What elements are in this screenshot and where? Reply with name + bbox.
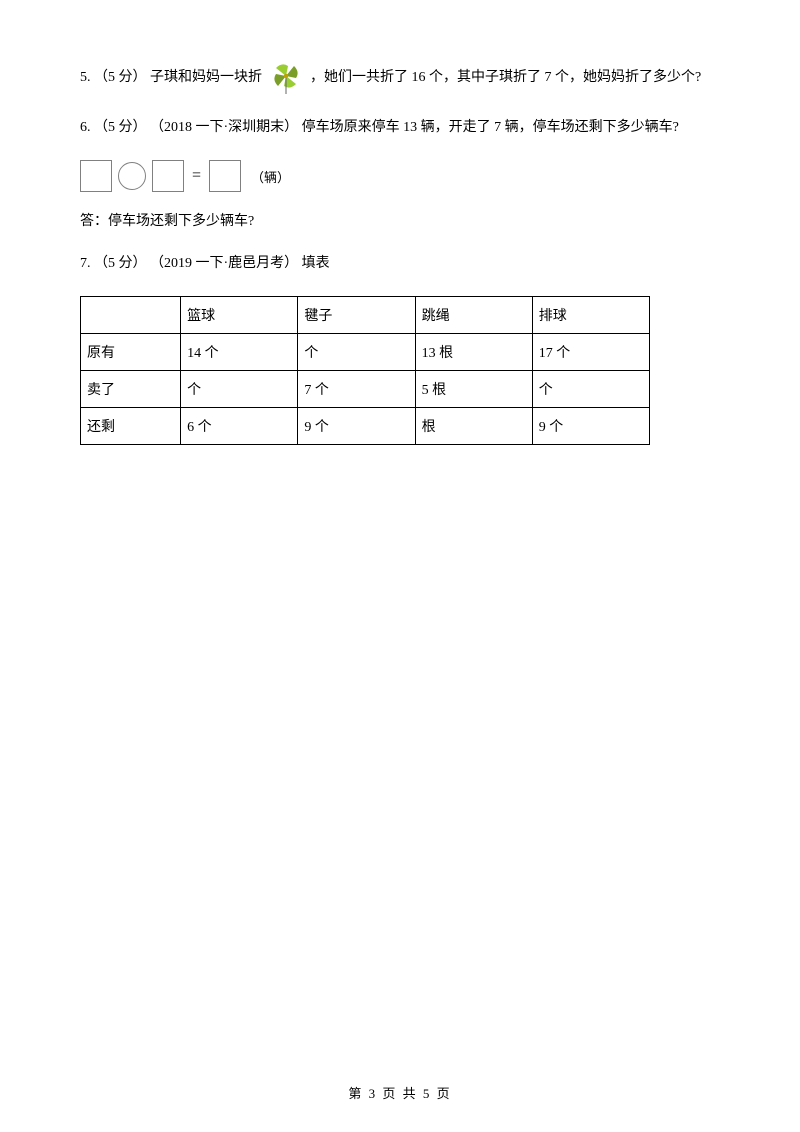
answer-line: 答：停车场还剩下多少辆车? [80,210,720,230]
header-blank [81,297,181,334]
table-header-row: 篮球 毽子 跳绳 排球 [81,297,650,334]
q6-source: （2018 一下·深圳期末） [150,120,298,135]
table-row: 卖了 个 7 个 5 根 个 [81,371,650,408]
table-row: 还剩 6 个 9 个 根 9 个 [81,408,650,445]
unit-label: （辆） [251,167,290,186]
q7-points: （5 分） [94,256,147,271]
q6-text: 停车场原来停车 13 辆，开走了 7 辆，停车场还剩下多少辆车? [302,120,679,135]
cell: 6 个 [181,408,298,445]
q6-number: 6. [80,120,91,135]
cell: 14 个 [181,334,298,371]
row-label: 还剩 [81,408,181,445]
equation-row: = （辆） [80,160,720,192]
blank-box-3[interactable] [209,160,241,192]
question-5: 5. （5 分） 子琪和妈妈一块折 ，她们一共折了 16 个，其中子琪折了 7 … [80,60,720,96]
q7-source: （2019 一下·鹿邑月考） [150,256,298,271]
cell: 根 [415,408,532,445]
q5-text1: 子琪和妈妈一块折 [150,70,262,85]
cell: 9 个 [298,408,415,445]
header-basketball: 篮球 [181,297,298,334]
cell: 7 个 [298,371,415,408]
fill-table: 篮球 毽子 跳绳 排球 原有 14 个 个 13 根 17 个 卖了 个 7 个… [80,296,650,445]
cell: 17 个 [532,334,649,371]
q5-number: 5. [80,70,91,85]
header-volleyball: 排球 [532,297,649,334]
q5-text2: ，她们一共折了 16 个，其中子琪折了 7 个，她妈妈折了多少个? [310,64,701,92]
q5-line1: 5. （5 分） 子琪和妈妈一块折 [80,64,262,92]
blank-circle[interactable] [118,162,146,190]
cell: 个 [298,334,415,371]
equals-sign: = [192,167,201,185]
row-label: 卖了 [81,371,181,408]
q6-points: （5 分） [94,120,147,135]
row-label: 原有 [81,334,181,371]
page-footer: 第 3 页 共 5 页 [0,1083,800,1102]
q5-points: （5 分） [94,70,147,85]
blank-box-2[interactable] [152,160,184,192]
question-7: 7. （5 分） （2019 一下·鹿邑月考） 填表 [80,250,720,278]
answer-label: 答：停车场还剩下多少辆车? [80,214,254,229]
cell: 个 [532,371,649,408]
table-row: 原有 14 个 个 13 根 17 个 [81,334,650,371]
header-shuttlecock: 毽子 [298,297,415,334]
q7-text: 填表 [302,256,330,271]
header-rope: 跳绳 [415,297,532,334]
q7-number: 7. [80,256,91,271]
cell: 个 [181,371,298,408]
pinwheel-icon [266,60,306,96]
cell: 13 根 [415,334,532,371]
cell: 5 根 [415,371,532,408]
cell: 9 个 [532,408,649,445]
blank-box-1[interactable] [80,160,112,192]
question-6: 6. （5 分） （2018 一下·深圳期末） 停车场原来停车 13 辆，开走了… [80,114,720,142]
